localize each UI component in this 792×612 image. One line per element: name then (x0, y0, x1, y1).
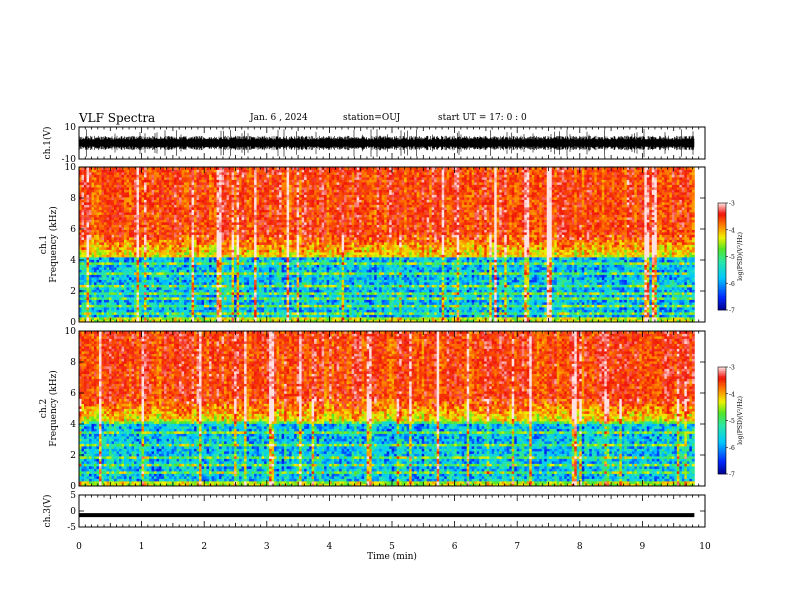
ch2-spectrogram-ylabel: ch.2 Frequency (kHz) (39, 370, 59, 447)
ch1-waveform-y-tick-label: -10 (62, 155, 77, 165)
ch2-spectrogram-y-tick-label: 10 (65, 327, 77, 337)
ch1-spectrogram-y-tick-label: 8 (70, 194, 76, 204)
ch3-waveform-ylabel-line: ch.3(V) (42, 495, 53, 528)
x-tick-label: 5 (389, 542, 395, 552)
ch3-waveform-frame-top-ticks (78, 495, 706, 501)
ch2-spectrogram-colorbar-label: log(PSD)(V²/Hz) (737, 396, 744, 445)
ch2-spectrogram-ylabel-line: Frequency (kHz) (48, 370, 59, 447)
x-tick-label: 9 (640, 542, 646, 552)
ch1-spectrogram-ylabel-line: ch.1 (39, 235, 49, 254)
ch1-waveform-ylabel-line: ch.1(V) (42, 127, 53, 160)
ch1-spectrogram-ylabel: ch.1 Frequency (kHz) (39, 206, 59, 283)
ch1-spectrogram-y-tick-label: 0 (70, 318, 76, 328)
ch2-spectrogram-y-tick-label: 8 (70, 358, 76, 368)
ch2-spectrogram-colorbar (718, 367, 726, 475)
x-tick-label: 1 (139, 542, 145, 552)
ch2-spectrogram-ylabel-line: ch.2 (39, 399, 49, 418)
ch1-spectrogram-cells (79, 167, 695, 323)
ch2-spectrogram-colorbar-tick-label: -4 (729, 391, 735, 398)
ch1-spectrogram-colorbar-tick-label: -7 (729, 308, 735, 315)
ch1-spectrogram-y-tick-label: 6 (70, 225, 76, 235)
ch3-waveform-y-tick-label: 5 (70, 491, 76, 501)
start-time-label: start UT = 17: 0 : 0 (438, 113, 527, 123)
ch1-waveform-ylabel: ch.1(V) (42, 127, 53, 160)
ch1-spectrogram-frame-bottom-ticks (78, 316, 706, 322)
ch1-spectrogram-colorbar-label: log(PSD)(V²/Hz) (737, 232, 744, 281)
ch2-spectrogram-y-tick-label: 4 (70, 420, 76, 430)
ch3-waveform-frame-bottom-ticks (78, 521, 706, 527)
ch1-spectrogram-colorbar-label-group: log(PSD)(V²/Hz) (737, 232, 744, 281)
ch3-waveform-y-tick-label: 0 (70, 507, 76, 517)
ch2-spectrogram-colorbar-tick-label: -3 (729, 365, 735, 372)
ch1-waveform-frame-bottom-ticks (78, 153, 706, 159)
x-tick-label: 4 (327, 542, 333, 552)
ch2-spectrogram-colorbar-tick-label: -5 (729, 418, 735, 425)
x-tick-label: 8 (577, 542, 583, 552)
ch1-waveform-y-tick-label: 10 (65, 123, 77, 133)
ch3-waveform-y-tick-label: -5 (67, 523, 76, 533)
x-tick-label: 7 (514, 542, 520, 552)
x-tick-label: 3 (264, 542, 270, 552)
x-tick-label: 10 (699, 542, 711, 552)
ch1-spectrogram-frame-top-ticks (78, 167, 706, 173)
figure-title: VLF Spectra (79, 111, 155, 125)
ch1-spectrogram-colorbar-tick-label: -6 (729, 281, 735, 288)
x-tick-label: 6 (452, 542, 458, 552)
ch1-spectrogram-colorbar (718, 203, 726, 311)
ch1-waveform-trace (78, 128, 695, 158)
ch3-waveform-ylabel: ch.3(V) (42, 495, 53, 528)
ch2-spectrogram-cells (79, 331, 695, 487)
ch1-spectrogram-colorbar-tick-label: -3 (729, 201, 735, 208)
ch2-spectrogram-colorbar-tick-label: -7 (729, 472, 735, 479)
ch2-spectrogram-frame-top-ticks (78, 331, 706, 337)
ch1-spectrogram-y-tick-label: 10 (65, 163, 77, 173)
station-label: station=OUJ (343, 113, 400, 123)
ch2-spectrogram-y-tick-label: 6 (70, 389, 76, 399)
ch2-spectrogram-y-tick-label: 2 (70, 451, 76, 461)
ch2-spectrogram-y-tick-label: 0 (70, 482, 76, 492)
x-tick-label: 2 (201, 542, 207, 552)
ch2-spectrogram-colorbar-tick-label: -6 (729, 445, 735, 452)
ch1-waveform-frame-top-ticks (78, 127, 706, 133)
ch1-spectrogram-y-tick-label: 2 (70, 287, 76, 297)
x-axis-label: Time (min) (367, 551, 417, 562)
ch1-spectrogram-colorbar-tick-label: -4 (729, 227, 735, 234)
ch1-spectrogram-y-tick-label: 4 (70, 256, 76, 266)
date-label: Jan. 6 , 2024 (250, 113, 308, 123)
ch1-spectrogram-colorbar-tick-label: -5 (729, 254, 735, 261)
ch2-spectrogram-frame-bottom-ticks (78, 480, 706, 486)
ch1-spectrogram-ylabel-line: Frequency (kHz) (48, 206, 59, 283)
ch2-spectrogram-colorbar-label-group: log(PSD)(V²/Hz) (737, 396, 744, 445)
x-tick-label: 0 (76, 542, 82, 552)
